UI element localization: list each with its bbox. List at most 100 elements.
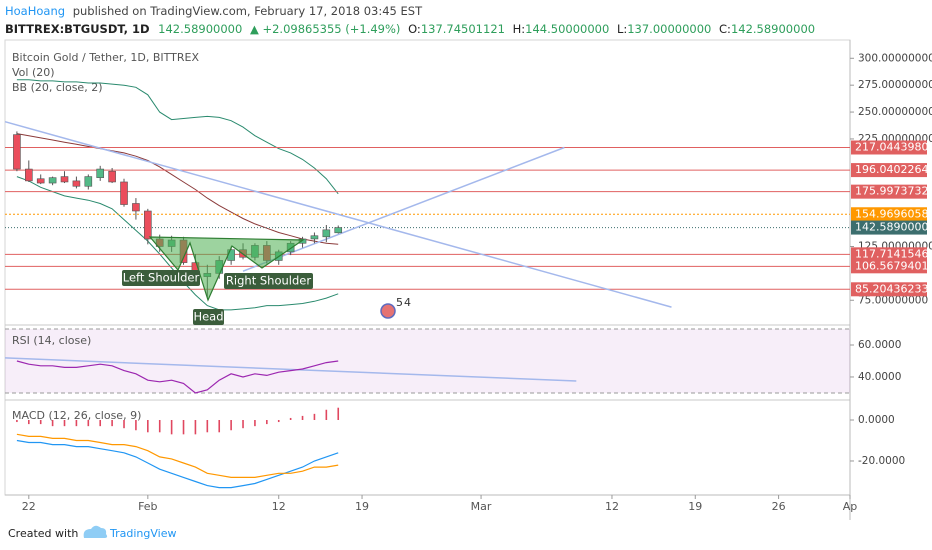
x-tick-label: 19 [355,500,369,513]
histogram-bar [289,417,292,420]
trend-line [4,120,672,308]
price-box-label: 142.58900000 [855,221,932,234]
histogram-bar [158,420,161,433]
y-tick-label: 300.00000000 [858,52,932,64]
ohlc-value: 137.74501121 [421,22,505,36]
ohlc-value: 137.00000000 [627,22,711,36]
price-box-label: 85.20436233 [855,282,928,295]
histogram-bar [39,420,42,425]
annotation: Head [193,310,223,324]
event-icon [380,303,396,319]
candle-body [334,227,343,234]
indicator-label: BB (20, close, 2) [12,81,103,94]
histogram-bar [242,420,244,429]
price-box [851,247,927,262]
ohlc-label: H: [513,22,526,36]
bollinger-upper [16,79,339,195]
annotation-box [224,273,313,289]
candle-body [132,203,140,212]
x-tick-label: Mar [471,500,492,513]
rsi-line [16,360,339,394]
histogram-bar [325,409,328,420]
histogram-bar [123,420,125,429]
y-tick-label: 275.00000000 [858,79,932,91]
histogram-bar [99,420,102,427]
x-tick-label: 12 [605,500,619,513]
histogram-bar [254,420,256,427]
histogram-bar [63,420,66,427]
price-box [851,207,927,222]
candle-body [310,235,319,240]
symbol: BITTREX:BTGUSDT, 1D [5,22,150,36]
y-tick-label: -20.0000 [858,455,905,467]
histogram-bar [16,420,18,423]
candle-body [108,170,116,183]
candle-body [48,177,57,184]
histogram-bar [111,420,113,427]
y-tick-label: 60.0000 [858,339,901,351]
annotation: Right Shoulder [226,274,311,288]
histogram-bar [337,407,340,420]
histogram-bar [301,415,304,420]
price-box-label: 196.04022646 [855,163,932,176]
candle-body [60,176,69,183]
y-tick-label: 0.0000 [858,414,895,426]
pane-title: Bitcoin Gold / Tether, 1D, BITTREX [12,51,199,64]
candle-body [144,210,152,240]
ohlc-label: L: [617,22,627,36]
candle-body [120,181,128,205]
rsi-band [5,328,850,393]
header-line: HoaHoang published on TradingView.com, F… [5,4,423,18]
histogram-bar [230,420,232,431]
signal-line [16,433,339,478]
histogram-bar [194,420,197,435]
x-tick-label: 19 [688,500,702,513]
logo [83,525,108,538]
candle-body [25,168,33,182]
event-count: 4 [404,296,411,309]
annotation-box [122,270,200,286]
y-tick-label: 40.0000 [858,371,901,383]
annotation: Left Shoulder [123,271,200,285]
candle-body [96,168,105,178]
ohlc-value: 142.58900000 [731,22,815,36]
annotation-box [193,309,224,325]
ohlc-label: C: [719,22,731,36]
ohlc-value: 144.50000000 [525,22,609,36]
x-tick-label: Ap [843,500,858,513]
price-box [851,140,927,155]
indicator-label: Vol (20) [12,66,55,79]
candle-body [36,178,45,184]
trend-line [4,357,577,382]
price-box [851,184,927,199]
histogram-bar [28,420,30,425]
price-box [851,282,927,297]
author[interactable]: HoaHoang [5,4,65,18]
x-tick-label: Feb [138,500,157,513]
last-price: 142.58900000 [158,22,242,36]
footer-created: Created with [8,527,78,540]
x-tick-label: 12 [272,500,286,513]
histogram-bar [147,420,149,433]
histogram-bar [170,420,173,435]
price-box-label: 117.71415467 [855,247,932,260]
trend-line [242,146,565,272]
candle-body [72,180,81,187]
candle-body [84,176,93,187]
histogram-bar [277,420,280,423]
price-box [851,259,927,274]
price-box-label: 106.56794016 [855,259,932,272]
pattern-shape [148,236,305,302]
histogram-bar [182,420,185,435]
pane-title: MACD (12, 26, close, 9) [12,409,141,422]
bollinger-basis [16,133,339,245]
y-tick-label: 75.00000000 [858,294,928,306]
symbol-line: BITTREX:BTGUSDT, 1D 142.58900000 ▲ +2.09… [5,22,815,36]
change: ▲ +2.09865355 (+1.49%) [250,22,400,36]
footer-brand[interactable]: TradingView [109,527,176,540]
histogram-bar [51,420,54,427]
price-box-label: 154.96960589 [855,207,932,220]
price-box [851,220,927,235]
